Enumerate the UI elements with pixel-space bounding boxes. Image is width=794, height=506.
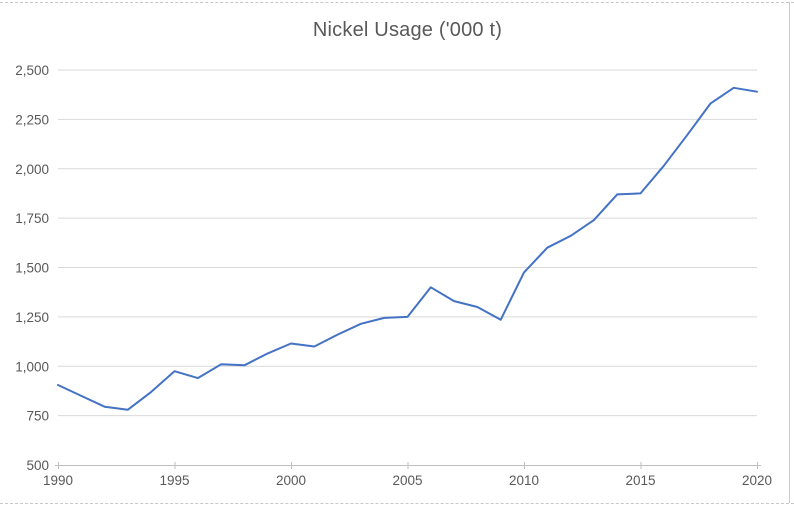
chart-title: Nickel Usage ('000 t) <box>312 19 503 41</box>
y-tick-label: 1,750 <box>15 211 49 226</box>
x-tick-label: 1995 <box>159 473 189 488</box>
page-edge-right <box>789 2 790 503</box>
y-tick-label: 1,000 <box>15 359 49 374</box>
x-tick-label: 2015 <box>625 473 655 488</box>
y-tick-label: 2,000 <box>15 162 49 177</box>
page-edge-top <box>0 2 794 3</box>
x-tick-label: 2010 <box>509 473 539 488</box>
x-tick-label: 2000 <box>276 473 306 488</box>
data-series-line <box>57 86 758 411</box>
y-tick-label: 2,500 <box>15 63 49 78</box>
y-tick-label: 1,500 <box>15 261 49 276</box>
x-tick-label: 2020 <box>742 473 772 488</box>
y-tick-label: 500 <box>26 458 49 473</box>
x-tick-label: 2005 <box>392 473 422 488</box>
page-edge-bottom <box>0 503 794 504</box>
y-tick-label: 2,250 <box>15 112 49 127</box>
x-tick-label: 1990 <box>43 473 73 488</box>
y-tick-label: 1,250 <box>15 310 49 325</box>
y-tick-label: 750 <box>26 409 49 424</box>
